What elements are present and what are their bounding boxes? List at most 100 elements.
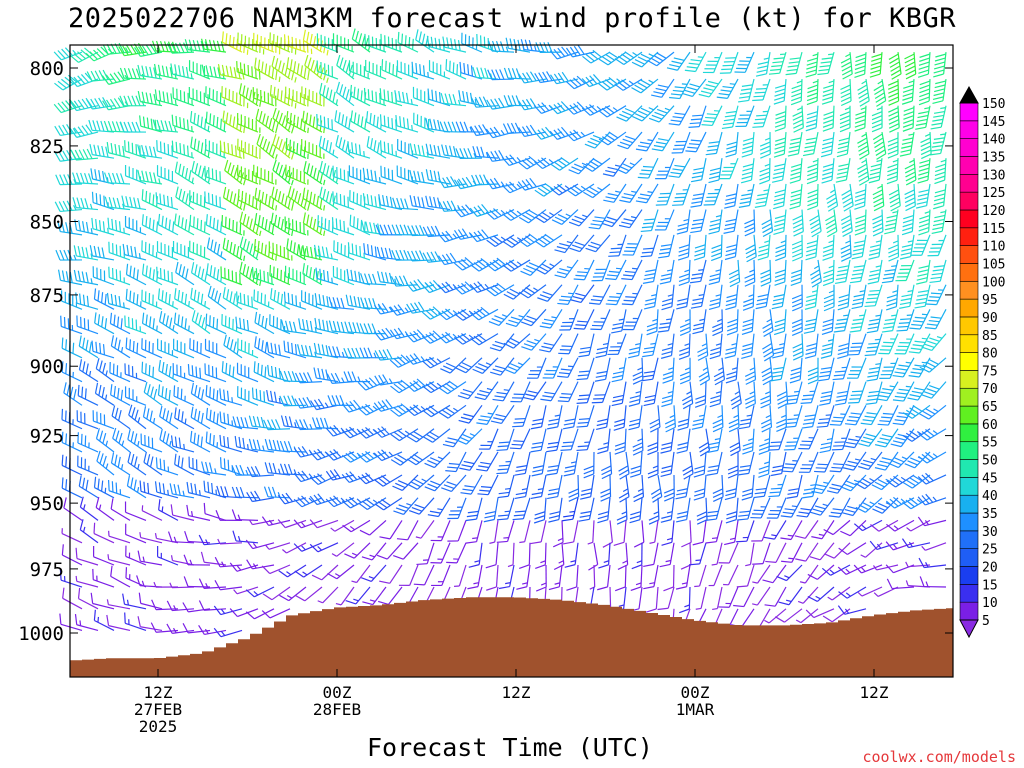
- wind-barb: [409, 143, 435, 159]
- barb-staff: [445, 69, 467, 80]
- wind-barb: [342, 519, 371, 533]
- wind-barb: [138, 592, 163, 610]
- barb-feather: [462, 388, 474, 394]
- barb-feather: [309, 33, 313, 45]
- barb-feather: [496, 472, 508, 475]
- wind-barb: [351, 28, 371, 53]
- barb-feather: [94, 382, 99, 394]
- barb-feather: [302, 187, 306, 199]
- barb-feather: [133, 433, 138, 445]
- barb-feather: [377, 223, 381, 235]
- barb-feather: [415, 250, 421, 261]
- barb-feather: [570, 299, 582, 304]
- barb-feather: [492, 398, 504, 402]
- barb-feather: [85, 339, 89, 351]
- wind-barb: [618, 209, 643, 229]
- wind-barb: [248, 438, 275, 453]
- barb-feather: [457, 260, 467, 269]
- barb-feather: [100, 120, 105, 132]
- barb-feather: [361, 474, 370, 483]
- barb-feather: [127, 95, 133, 106]
- barb-feather: [513, 421, 525, 424]
- barb-half-feather: [294, 77, 297, 83]
- barb-feather: [260, 416, 265, 428]
- barb-feather: [531, 445, 543, 449]
- barb-half-feather: [82, 526, 86, 533]
- wind-barb: [472, 357, 499, 374]
- barb-feather: [317, 448, 326, 458]
- wind-barb: [172, 87, 195, 107]
- barb-feather: [246, 492, 253, 502]
- barb-feather: [498, 464, 510, 467]
- barb-feather: [433, 119, 437, 131]
- barb-staff: [174, 417, 195, 430]
- barb-feather: [449, 252, 457, 263]
- barb-feather: [238, 146, 241, 158]
- wind-barb: [530, 405, 547, 430]
- barb-feather: [409, 354, 418, 364]
- wind-barb: [283, 340, 307, 359]
- barb-feather: [61, 101, 70, 111]
- barb-feather: [397, 381, 407, 390]
- barb-feather: [492, 343, 503, 349]
- barb-staff: [558, 183, 579, 196]
- barb-feather: [490, 371, 501, 376]
- wind-barb: [497, 474, 515, 499]
- barb-feather: [359, 529, 370, 536]
- barb-feather: [629, 394, 641, 399]
- barb-feather: [328, 320, 333, 332]
- barb-feather: [405, 355, 414, 365]
- barb-feather: [409, 143, 413, 155]
- barb-feather: [525, 98, 533, 109]
- barb-staff: [61, 347, 83, 359]
- wind-barb: [77, 455, 99, 476]
- wind-barb: [597, 564, 611, 591]
- barb-half-feather: [217, 538, 221, 545]
- barb-feather: [505, 262, 515, 270]
- barb-feather: [268, 221, 272, 232]
- barb-feather: [242, 437, 246, 449]
- barb-feather: [630, 586, 642, 592]
- barb-feather: [119, 121, 125, 133]
- barb-feather: [112, 197, 117, 209]
- wind-barb: [142, 406, 163, 430]
- barb-half-feather: [79, 620, 82, 626]
- barb-feather: [336, 297, 341, 309]
- barb-feather: [287, 120, 293, 131]
- barb-feather: [263, 419, 269, 430]
- wind-barb: [362, 167, 387, 185]
- barb-feather: [374, 246, 377, 258]
- barb-feather: [74, 613, 78, 625]
- barb-feather: [95, 358, 100, 369]
- barb-half-feather: [415, 536, 422, 539]
- barb-feather: [75, 292, 78, 304]
- barb-staff: [127, 439, 147, 453]
- barb-half-feather: [503, 389, 510, 391]
- barb-feather: [314, 293, 318, 304]
- barb-feather: [546, 71, 553, 81]
- barb-feather: [374, 170, 377, 182]
- barb-feather: [630, 511, 641, 516]
- barb-feather: [437, 233, 446, 243]
- barb-feather: [576, 402, 588, 404]
- barb-feather: [168, 389, 171, 401]
- barb-half-feather: [516, 183, 522, 189]
- barb-feather: [246, 320, 250, 331]
- wind-barb: [406, 451, 435, 466]
- barb-feather: [268, 462, 273, 474]
- barb-feather: [424, 486, 435, 492]
- barb-feather: [564, 469, 576, 473]
- barb-feather: [136, 342, 139, 354]
- barb-feather: [209, 265, 213, 277]
- barb-feather: [243, 42, 246, 54]
- barb-feather: [498, 514, 509, 517]
- barb-feather: [394, 90, 398, 101]
- barb-feather: [220, 486, 225, 497]
- barb-feather: [254, 57, 257, 69]
- barb-feather: [631, 61, 643, 68]
- barb-feather: [317, 368, 321, 379]
- barb-feather: [549, 511, 561, 515]
- barb-feather: [592, 219, 604, 223]
- barb-feather: [233, 193, 237, 205]
- barb-feather: [472, 66, 477, 78]
